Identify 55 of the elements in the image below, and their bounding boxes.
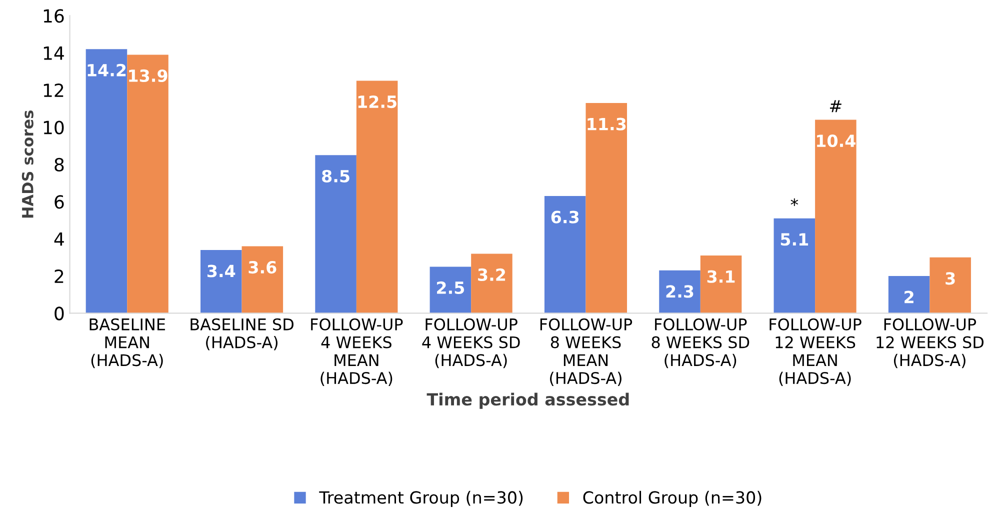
- bar: [544, 196, 586, 314]
- y-tick-label: 0: [54, 306, 64, 320]
- data-label: 11.3: [588, 118, 626, 130]
- y-tick-label: 14: [44, 46, 64, 60]
- bar: [700, 256, 742, 314]
- bar: [471, 254, 512, 314]
- x-tick-label: FOLLOW-UP 8 WEEKS SD (HADS-A): [652, 318, 750, 368]
- x-axis-title: Time period assessed: [426, 392, 629, 409]
- data-label: 2.3: [666, 285, 694, 298]
- x-tick-label: FOLLOW-UP 12 WEEKS SD (HADS-A): [876, 318, 984, 368]
- bar: [930, 257, 971, 314]
- bar: [242, 246, 284, 314]
- data-label: 3: [946, 272, 955, 285]
- x-tick-label: FOLLOW-UP 8 WEEKS MEAN (HADS-A): [540, 318, 632, 386]
- y-tick-label: 2: [54, 269, 64, 283]
- data-label: 3.4: [207, 264, 236, 278]
- y-tick-label: 12: [44, 84, 64, 97]
- data-label: 3.6: [248, 260, 276, 274]
- y-tick-label: 10: [44, 120, 64, 134]
- annotation: #: [830, 100, 842, 112]
- bar: [586, 103, 628, 314]
- data-label: 14.2: [88, 64, 126, 76]
- data-label: 10.4: [817, 134, 856, 148]
- x-tick-label: FOLLOW-UP 12 WEEKS MEAN (HADS-A): [770, 318, 862, 386]
- bar: [127, 54, 168, 314]
- data-label: 6.3: [551, 210, 579, 224]
- data-label: 5.1: [780, 233, 808, 246]
- bar: [888, 276, 930, 314]
- bar: [315, 155, 356, 314]
- data-label: 3.2: [478, 268, 506, 282]
- x-tick-label: BASELINE SD (HADS-A): [190, 318, 294, 350]
- legend-label: Control Group (n=30): [583, 490, 762, 507]
- y-axis-title: HADS scores: [22, 110, 34, 218]
- bar: [659, 270, 700, 314]
- data-label: 3.1: [707, 270, 735, 283]
- bar: [430, 266, 472, 314]
- bar: [815, 120, 856, 314]
- data-label: 12.5: [358, 95, 396, 108]
- annotation: *: [790, 198, 798, 206]
- bar: [774, 218, 816, 314]
- data-label: 8.5: [322, 170, 350, 182]
- y-tick-label: 16: [44, 9, 64, 23]
- x-tick-label: FOLLOW-UP 4 WEEKS MEAN (HADS-A): [311, 318, 403, 386]
- data-label: 13.9: [129, 69, 168, 82]
- y-tick-label: 8: [54, 158, 64, 172]
- bar: [356, 80, 398, 314]
- x-tick-label: FOLLOW-UP 4 WEEKS SD (HADS-A): [422, 318, 520, 368]
- data-label: 2: [904, 290, 914, 304]
- data-label: 2.5: [437, 281, 464, 294]
- bar: [200, 250, 242, 314]
- y-tick-label: 4: [54, 232, 64, 246]
- bar: [86, 49, 128, 314]
- legend-label: Treatment Group (n=30): [319, 490, 523, 507]
- x-tick-label: BASELINE MEAN (HADS-A): [90, 318, 165, 368]
- y-tick-label: 6: [54, 195, 64, 209]
